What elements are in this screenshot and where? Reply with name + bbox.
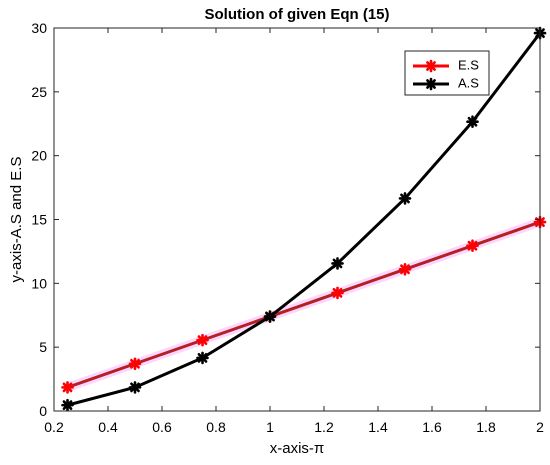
x-axis-label: x-axis-π xyxy=(270,440,325,457)
y-tick-label: 15 xyxy=(31,212,47,228)
y-axis-label: y-axis-A.S and E.S xyxy=(8,157,25,283)
x-tick-label: 1.8 xyxy=(476,419,496,435)
series-line-e-s xyxy=(67,220,541,389)
x-tick-label: 0.2 xyxy=(44,419,64,435)
data-point-a-s xyxy=(398,192,412,205)
series-e-s xyxy=(61,215,547,394)
data-point-a-s xyxy=(128,381,142,394)
y-tick-label: 0 xyxy=(39,403,47,419)
y-tick-label: 10 xyxy=(31,275,47,291)
legend-marker-a-s xyxy=(424,77,438,91)
x-tick-label: 2 xyxy=(536,419,544,435)
data-point-e-s xyxy=(196,333,209,347)
series-line-a-s xyxy=(67,32,542,407)
x-tick-label: 1.2 xyxy=(314,419,334,435)
data-point-e-s xyxy=(398,262,412,276)
chart-title: Solution of given Eqn (15) xyxy=(205,6,390,23)
data-point-a-s xyxy=(263,310,277,323)
x-tick-label: 0.6 xyxy=(152,419,172,435)
y-tick-label: 5 xyxy=(39,339,47,355)
legend-box xyxy=(404,50,490,96)
data-point-a-s xyxy=(331,257,344,270)
y-tick-label: 25 xyxy=(31,84,47,100)
legend-items xyxy=(413,59,449,91)
legend-label-as: A.S xyxy=(458,75,479,90)
legend-marker-e-s xyxy=(424,59,438,73)
data-point-e-s xyxy=(128,357,142,371)
y-tick-label: 20 xyxy=(31,148,47,164)
x-tick-label: 1.4 xyxy=(368,419,388,435)
data-point-e-s xyxy=(61,381,74,394)
legend-label-es: E.S xyxy=(458,57,479,72)
series-layer xyxy=(61,26,547,412)
legend: E.S A.S xyxy=(404,50,490,96)
x-tick-label: 0.4 xyxy=(98,419,118,435)
y-tick-label: 30 xyxy=(31,20,47,36)
data-point-e-s xyxy=(331,286,344,300)
series-a-s xyxy=(61,26,547,412)
data-point-a-s xyxy=(466,115,479,129)
data-point-a-s xyxy=(196,351,209,365)
data-point-a-s xyxy=(61,398,74,412)
x-tick-label: 1 xyxy=(266,419,274,435)
x-tick-label: 1.6 xyxy=(422,419,442,435)
x-tick-label: 0.8 xyxy=(206,419,226,435)
data-point-e-s xyxy=(466,239,479,252)
